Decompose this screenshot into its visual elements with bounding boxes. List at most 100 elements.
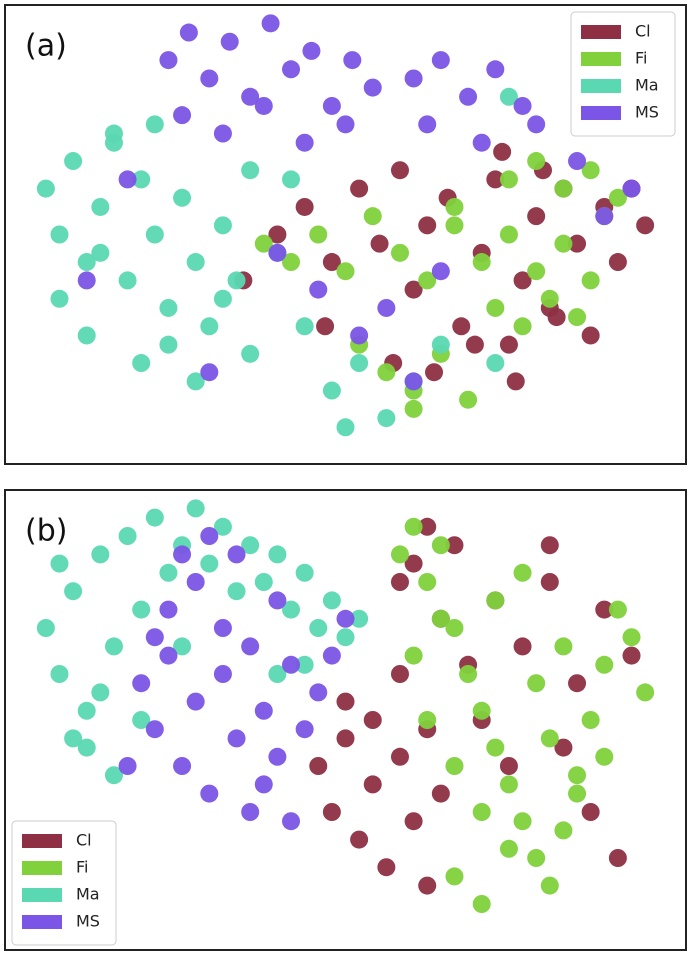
- point: [322, 381, 341, 400]
- point: [336, 115, 355, 134]
- point: [118, 527, 137, 545]
- point: [77, 253, 96, 272]
- point: [309, 683, 328, 702]
- panel-label: (b): [25, 514, 67, 549]
- point: [227, 545, 246, 564]
- point: [499, 839, 518, 858]
- point: [50, 225, 69, 244]
- point: [622, 179, 641, 198]
- point: [336, 418, 355, 437]
- point: [200, 527, 219, 545]
- point: [77, 701, 96, 720]
- legend-swatch: [22, 915, 62, 929]
- legend-label: MS: [635, 103, 659, 122]
- point: [363, 711, 382, 729]
- point: [295, 720, 314, 739]
- legend-swatch: [22, 834, 62, 848]
- point: [554, 179, 573, 198]
- point: [200, 554, 219, 573]
- point: [608, 253, 627, 272]
- point: [581, 271, 600, 290]
- point: [186, 692, 205, 711]
- point: [608, 849, 627, 867]
- point: [486, 591, 505, 610]
- point: [472, 253, 491, 272]
- point: [295, 563, 314, 582]
- point: [50, 665, 69, 683]
- point: [390, 243, 409, 262]
- point: [159, 298, 178, 317]
- point: [486, 738, 505, 757]
- point: [527, 849, 546, 867]
- point: [50, 289, 69, 308]
- point: [499, 87, 518, 106]
- point: [159, 335, 178, 354]
- point: [568, 766, 587, 785]
- point: [554, 821, 573, 840]
- point: [513, 563, 532, 582]
- point: [472, 701, 491, 720]
- point: [486, 354, 505, 373]
- point: [608, 600, 627, 619]
- point: [336, 609, 355, 628]
- point: [254, 701, 273, 720]
- point: [540, 289, 559, 308]
- point: [540, 729, 559, 748]
- point: [581, 711, 600, 729]
- point: [568, 234, 587, 253]
- legend-label: Cl: [635, 22, 651, 41]
- point: [418, 876, 437, 895]
- point: [377, 363, 396, 382]
- point: [268, 225, 287, 244]
- point: [50, 554, 69, 573]
- point: [513, 812, 532, 831]
- legend-swatch: [581, 25, 621, 39]
- point: [595, 207, 614, 226]
- legend-label: Cl: [76, 831, 92, 850]
- point: [336, 692, 355, 711]
- point: [173, 106, 192, 125]
- point: [493, 142, 512, 161]
- point: [36, 619, 55, 637]
- point: [145, 720, 164, 739]
- point: [336, 729, 355, 748]
- legend-swatch: [581, 79, 621, 93]
- point: [213, 124, 232, 143]
- point: [404, 646, 423, 665]
- point: [309, 757, 328, 775]
- point: [540, 876, 559, 895]
- point: [499, 757, 518, 775]
- point: [418, 115, 437, 134]
- point: [220, 32, 239, 51]
- point: [254, 96, 273, 115]
- point: [459, 390, 478, 409]
- point: [336, 628, 355, 647]
- point: [445, 536, 464, 555]
- point: [268, 243, 287, 262]
- point: [350, 830, 369, 849]
- legend-swatch: [581, 106, 621, 120]
- point: [568, 674, 587, 693]
- point: [241, 637, 260, 656]
- point: [282, 812, 301, 831]
- point: [404, 399, 423, 418]
- panel-frame: [4, 489, 687, 951]
- point: [282, 655, 301, 674]
- point: [581, 326, 600, 345]
- legend-frame: [570, 11, 676, 137]
- legend-label: Fi: [76, 858, 88, 877]
- point: [554, 234, 573, 253]
- point: [568, 152, 587, 171]
- point: [404, 812, 423, 831]
- point: [350, 179, 369, 198]
- point: [186, 499, 205, 518]
- point: [581, 803, 600, 821]
- point: [77, 326, 96, 345]
- legend-label: Ma: [76, 885, 100, 904]
- point: [104, 124, 123, 143]
- point: [527, 115, 546, 134]
- point: [36, 179, 55, 198]
- point: [145, 508, 164, 527]
- point: [200, 69, 219, 88]
